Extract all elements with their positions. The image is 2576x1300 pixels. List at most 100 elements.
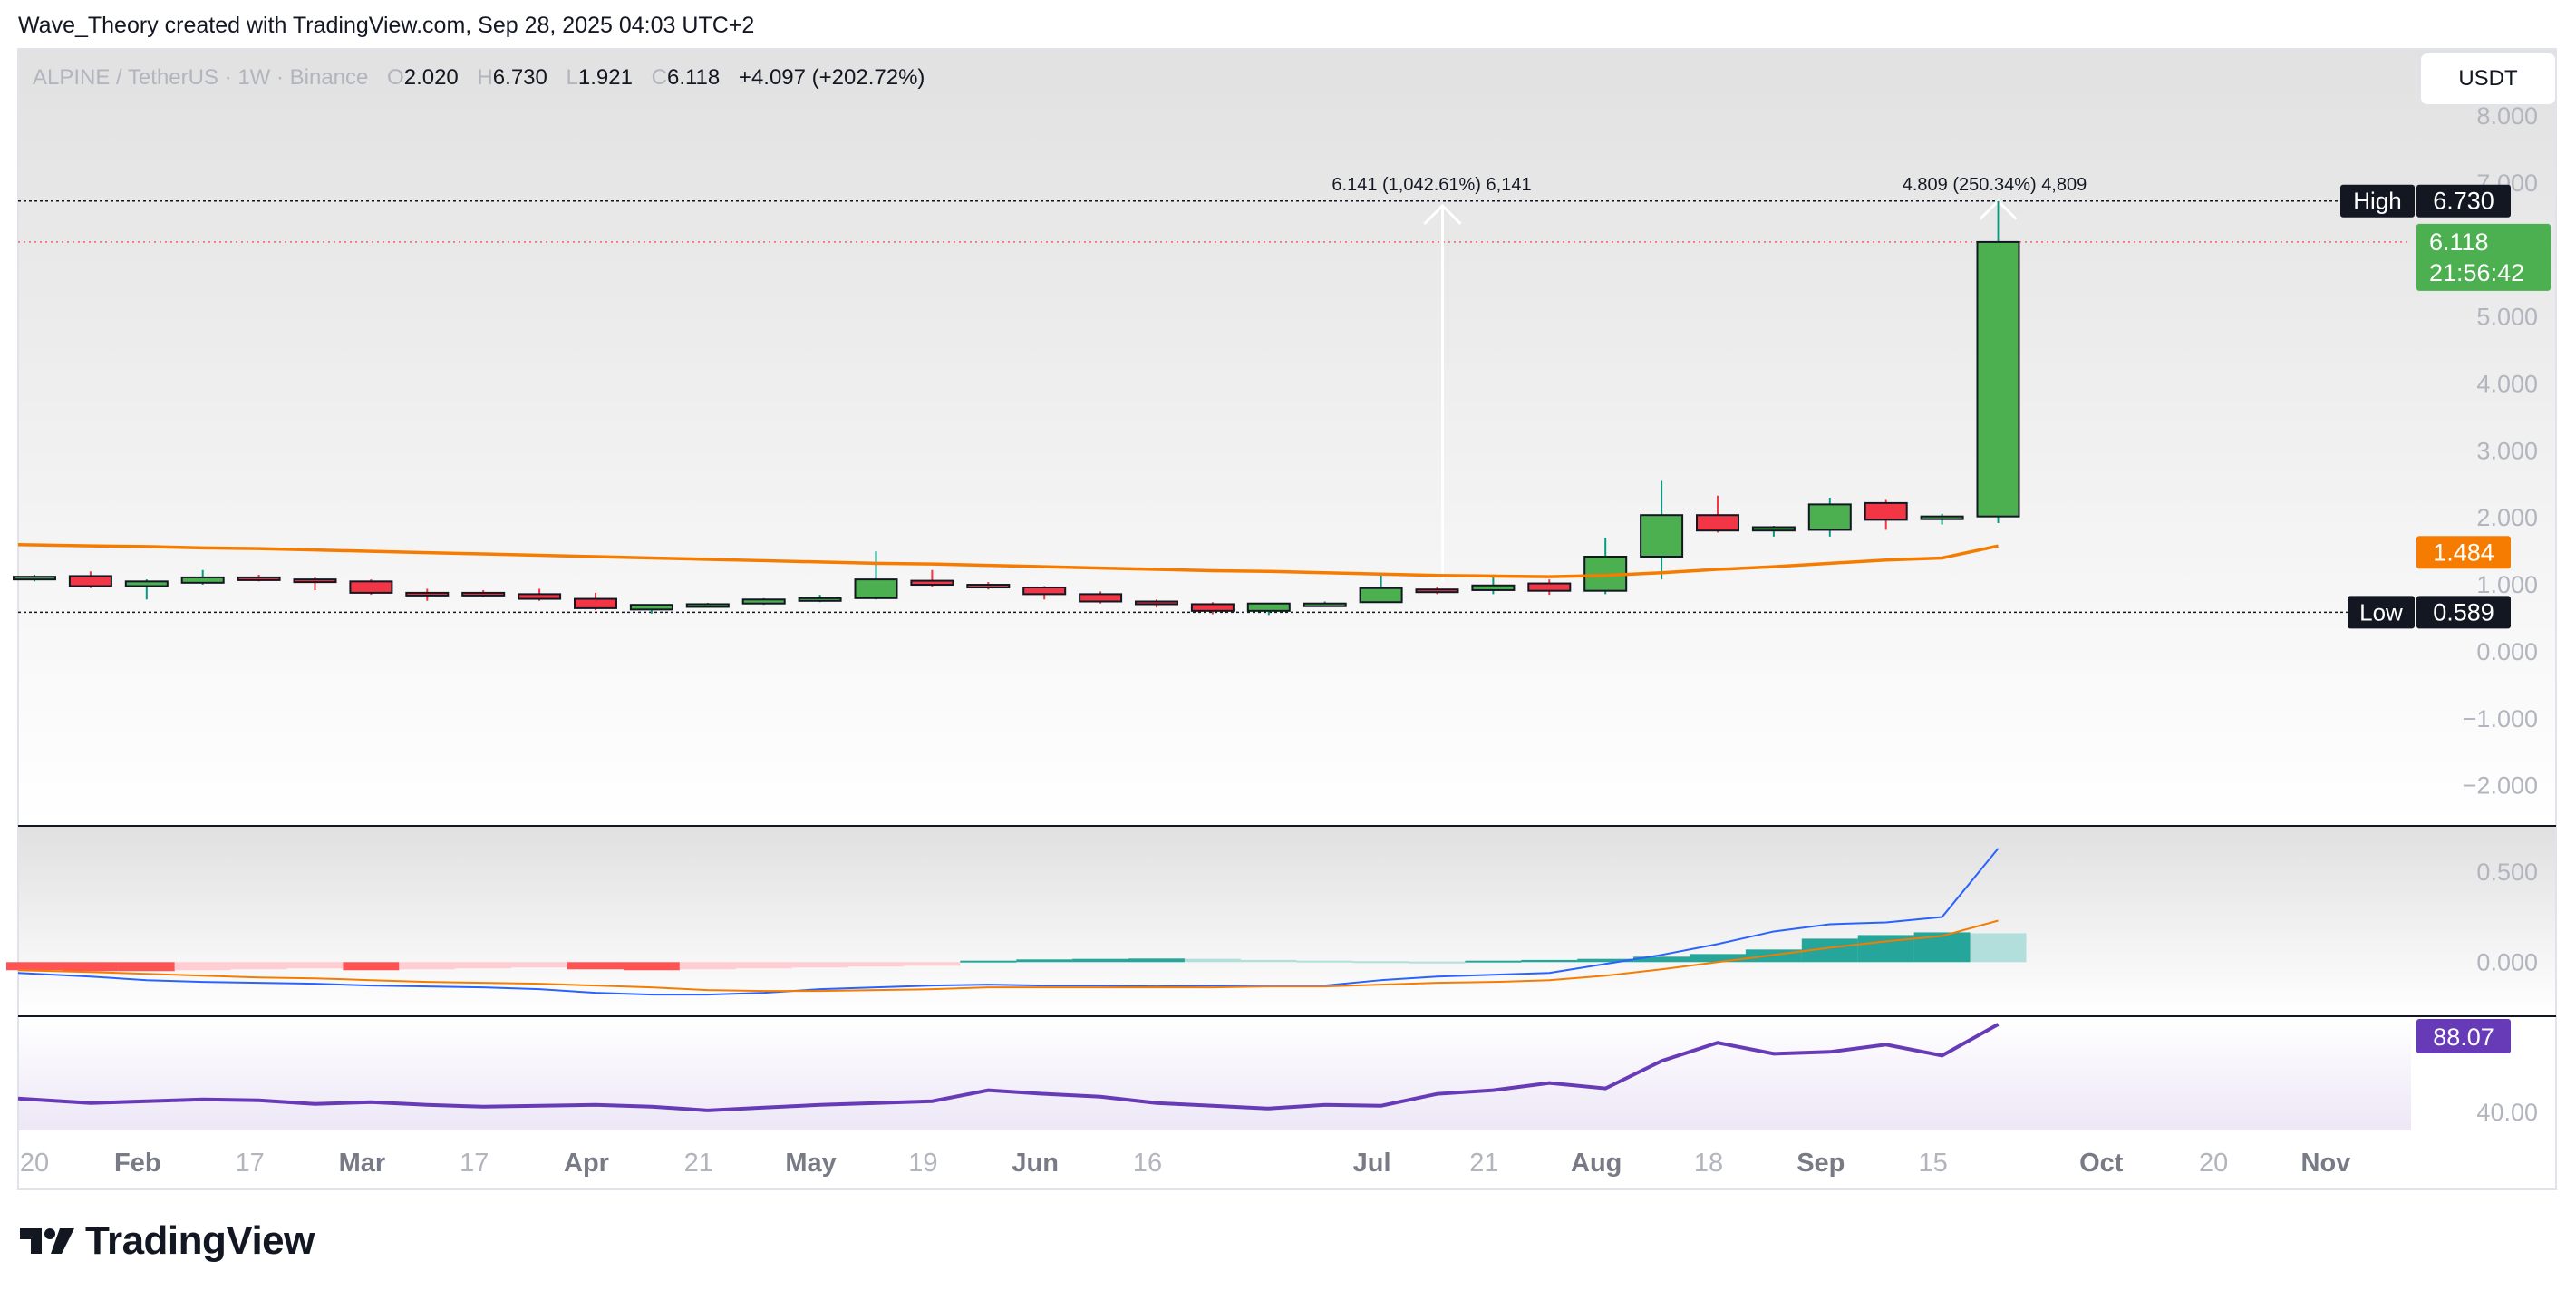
price-tick-label: 2.000 [2476,504,2538,531]
price-tick-label: 3.000 [2476,437,2538,464]
candle-body [405,591,450,597]
low-tag: Low 0.589 [2348,596,2511,629]
candle-body [1079,593,1123,603]
low-tag-label: Low [2359,598,2403,626]
candle-body [1807,503,1852,531]
macd-pane-background [18,827,2556,1016]
macd-histogram-bar [1409,961,1466,964]
candle-body [685,603,730,608]
candle-body [68,575,112,587]
macd-histogram-bar [1016,959,1073,963]
candle-body [1864,501,1908,521]
rsi-line [17,1023,2000,1112]
tradingview-logo[interactable]: TradingView [18,1218,315,1264]
macd-tick-label: 0.000 [2476,948,2538,975]
macd-histogram-bar [1184,958,1241,963]
rsi-pane-background [18,1017,2411,1130]
macd-histogram-bar [286,962,344,969]
high-tag-value: 6.730 [2433,188,2494,215]
macd-histogram-bar [791,962,848,968]
high-tag-label: High [2353,188,2401,215]
rsi-axis: 40.00 [2476,1099,2538,1126]
candle-body [180,576,225,584]
macd-histogram-bar [118,962,175,972]
candle-body [1527,582,1572,592]
macd-histogram-bar [174,962,231,971]
candle-body [1022,586,1067,596]
candle-body [1303,602,1347,607]
candle-body [293,578,337,584]
price-tick-label: 4.000 [2476,370,2538,397]
symbol-legend: ALPINE / TetherUS · 1W · Binance O2.020 … [33,65,925,90]
price-tick-label: −1.000 [2463,705,2538,732]
macd-histogram-bar [1240,959,1297,963]
macd-histogram-bar [1970,933,2027,963]
candle-body [1976,240,2020,518]
macd-histogram-bar [1296,960,1353,963]
macd-histogram-bar [1128,958,1185,963]
price-tick-label: −2.000 [2463,772,2538,800]
time-tick-label: 16 [1133,1149,1162,1178]
macd-histogram-bar [1521,959,1578,963]
high-label: H [477,65,492,90]
macd-histogram-bar [230,962,287,970]
rsi-value-tag: 88.07 [2416,1019,2511,1053]
low-value: 1.921 [578,65,633,90]
low-label: L [567,65,578,90]
time-tick-label: Jun [1012,1149,1059,1178]
time-tick-label: Apr [564,1149,609,1178]
macd-histogram-bar [399,962,456,970]
candle-body [1751,526,1796,532]
candle-body [854,578,898,599]
close-label: C [652,65,667,90]
macd-tick-label: 0.500 [2476,859,2538,886]
moving-average-line [17,542,1999,578]
currency-unit-button[interactable]: USDT [2420,53,2556,105]
price-tick-label: 5.000 [2476,304,2538,331]
macd-line [17,848,2000,996]
credit-line: Wave_Theory created with TradingView.com… [18,13,755,38]
price-tick-label: 8.000 [2476,102,2538,130]
macd-histogram-bar [904,962,961,966]
macd-histogram-bar [1072,958,1129,963]
candlestick-series[interactable] [13,200,2020,616]
macd-histogram-bar [343,962,400,971]
candle-body [741,598,786,605]
candle-body [1640,514,1684,558]
candle-body [574,597,617,609]
close-value: 6.118 [667,65,720,90]
macd-histogram-bar [567,962,624,970]
time-tick-label: 15 [1918,1149,1947,1178]
time-tick-label: 20 [20,1149,49,1178]
high-tag: High 6.730 [2340,184,2511,218]
candle-body [1920,515,1964,520]
ma-value-tag: 1.484 [2416,536,2511,569]
candle-body [1696,514,1739,532]
macd-histogram-bar [623,962,680,971]
macd-histogram-bar [455,962,512,969]
time-tick-label: 21 [684,1149,713,1178]
time-tick-label: 17 [460,1149,489,1178]
rsi-value: 88.07 [2433,1024,2494,1051]
candle-body [518,593,562,600]
macd-histogram-bar [6,962,63,971]
macd-histogram-bar [960,960,1017,963]
candle-body [1190,603,1235,612]
chart-frame [17,48,2557,1190]
candle-body [461,591,506,597]
time-tick-label: Sep [1796,1149,1845,1178]
change-value: +4.097 (+202.72%) [739,65,925,90]
time-tick-label: Feb [114,1149,161,1178]
time-tick-label: 21 [1469,1149,1498,1178]
bar-countdown: 21:56:42 [2429,259,2524,286]
macd-histogram-bar [511,962,568,968]
time-axis: 20 Feb 17 Mar 17 Apr 21 May 19 Jun 16 Jul 21 Aug 18 Sep… [20,1149,2350,1178]
candle-body [124,580,169,587]
macd-signal-line [17,919,1999,993]
price-tick-label: 1.000 [2476,571,2538,598]
macd-histogram-bar [1577,958,1634,963]
price-pane-background [18,49,2556,826]
measure-label-1: 6.141 (1,042.61%) 6,141 [1332,175,1531,195]
macd-histogram-bar [62,962,119,972]
